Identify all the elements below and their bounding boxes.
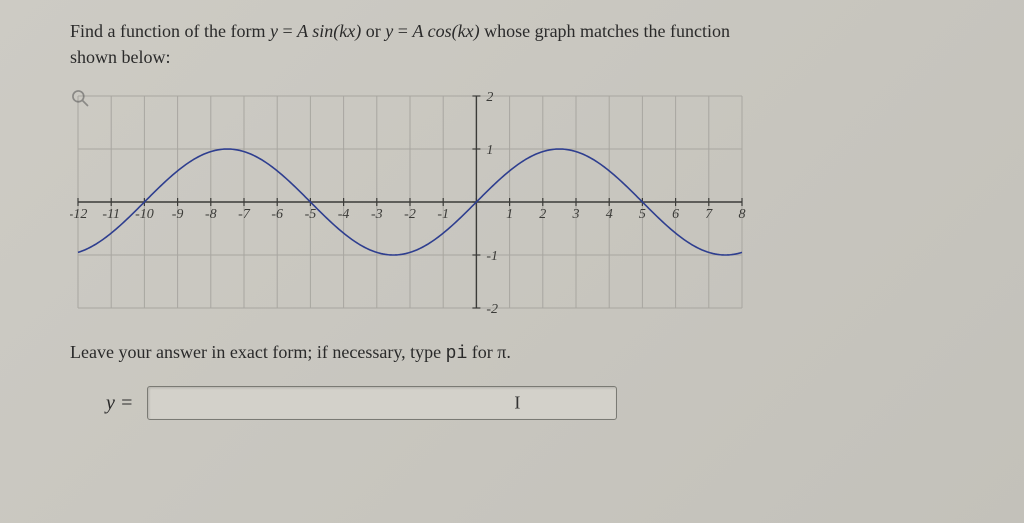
svg-text:2: 2 — [539, 207, 546, 222]
q-line2: shown below: — [70, 47, 171, 67]
magnify-icon[interactable] — [70, 88, 90, 108]
svg-text:-1: -1 — [437, 207, 449, 222]
hint-pre: Leave your answer in exact form; if nece… — [70, 342, 446, 362]
svg-text:2: 2 — [486, 90, 493, 105]
answer-label: y = — [106, 392, 133, 415]
svg-text:-12: -12 — [70, 207, 87, 222]
hint-post: for π. — [467, 342, 511, 362]
hint-text: Leave your answer in exact form; if nece… — [70, 342, 984, 364]
answer-input[interactable]: I — [147, 386, 617, 420]
eq1-eq: = — [278, 21, 297, 41]
svg-text:1: 1 — [506, 207, 513, 222]
svg-text:-4: -4 — [338, 207, 350, 222]
svg-text:-9: -9 — [172, 207, 184, 222]
q-pre: Find a function of the form — [70, 21, 270, 41]
svg-text:3: 3 — [572, 207, 580, 222]
svg-text:4: 4 — [606, 207, 613, 222]
q-post: whose graph matches the function — [484, 21, 730, 41]
eq2-rhs: A cos(kx) — [412, 21, 479, 41]
svg-text:-1: -1 — [486, 249, 498, 264]
svg-text:-2: -2 — [404, 207, 416, 222]
chart: -12-11-10-9-8-7-6-5-4-3-2-112345678-2-11… — [70, 88, 750, 318]
svg-text:-2: -2 — [486, 302, 498, 316]
svg-text:5: 5 — [639, 207, 646, 222]
svg-text:-3: -3 — [371, 207, 383, 222]
eq1-rhs: A sin(kx) — [297, 21, 361, 41]
svg-text:6: 6 — [672, 207, 679, 222]
eq1-lhs: y — [270, 21, 278, 41]
chart-svg: -12-11-10-9-8-7-6-5-4-3-2-112345678-2-11… — [70, 88, 750, 316]
hint-code: pi — [446, 344, 468, 364]
svg-text:-5: -5 — [305, 207, 317, 222]
svg-text:-6: -6 — [271, 207, 283, 222]
eq2-eq: = — [393, 21, 412, 41]
svg-text:-11: -11 — [102, 207, 120, 222]
question-text: Find a function of the form y = A sin(kx… — [70, 18, 984, 70]
svg-text:1: 1 — [486, 143, 493, 158]
svg-text:-8: -8 — [205, 207, 217, 222]
text-cursor-icon: I — [514, 393, 520, 414]
svg-text:8: 8 — [739, 207, 746, 222]
svg-text:-7: -7 — [238, 207, 251, 222]
svg-text:7: 7 — [705, 207, 713, 222]
q-or: or — [366, 21, 386, 41]
